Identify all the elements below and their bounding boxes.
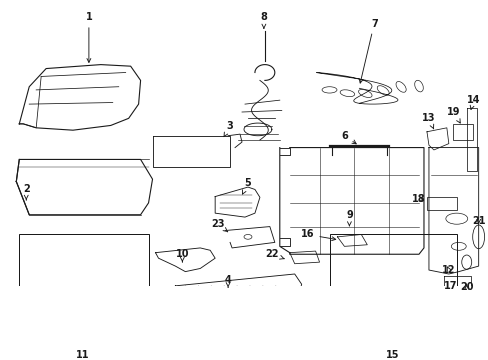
Text: 14: 14: [466, 95, 479, 109]
Text: 19: 19: [446, 107, 460, 123]
Text: 2: 2: [23, 184, 30, 200]
Text: 11: 11: [76, 350, 89, 360]
Text: 1: 1: [85, 12, 92, 62]
Text: 20: 20: [459, 283, 472, 292]
Text: 7: 7: [359, 18, 377, 83]
Text: 15: 15: [386, 350, 399, 360]
Text: 6: 6: [340, 131, 355, 144]
Text: 22: 22: [264, 249, 284, 259]
Text: 4: 4: [224, 275, 231, 287]
Text: 9: 9: [346, 210, 352, 226]
Text: 21: 21: [471, 216, 485, 226]
Text: 18: 18: [411, 194, 425, 204]
Text: 23: 23: [211, 219, 227, 232]
Bar: [452, 124, 472, 140]
Text: 3: 3: [224, 121, 233, 137]
Bar: [19, 234, 148, 357]
Bar: [329, 234, 456, 337]
Text: 16: 16: [300, 229, 335, 240]
Text: 8: 8: [260, 12, 267, 28]
Text: 5: 5: [242, 178, 251, 194]
Text: 10: 10: [175, 249, 189, 262]
Bar: [426, 197, 456, 210]
Text: 17: 17: [443, 281, 457, 291]
Text: 13: 13: [421, 113, 435, 129]
Text: 12: 12: [441, 265, 455, 275]
